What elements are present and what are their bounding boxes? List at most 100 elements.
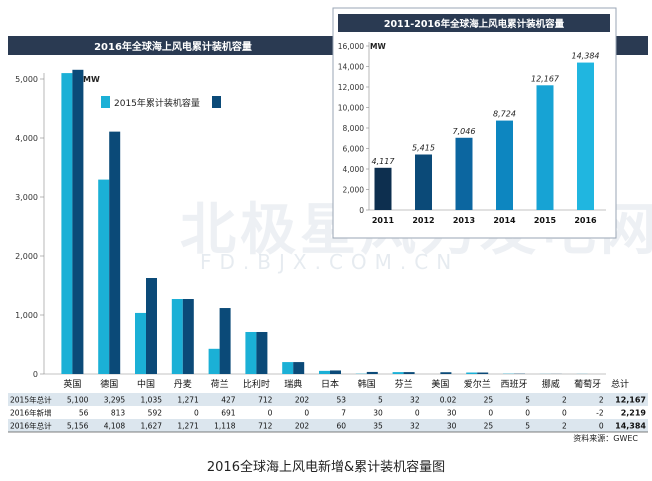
table-cell: 0 <box>194 409 199 418</box>
x-tick-label: 比利时 <box>243 378 270 390</box>
bar-2015 <box>392 372 404 374</box>
bar-2016 <box>72 69 84 375</box>
table-cell: 5 <box>378 396 383 405</box>
table-cell: 0 <box>304 409 309 418</box>
x-tick-label: 英国 <box>63 378 81 390</box>
table-cell: 813 <box>111 409 126 418</box>
table-cell: 25 <box>484 396 494 405</box>
inset-y-tick-label: 16,000 <box>338 42 364 51</box>
bar-2016 <box>146 278 157 374</box>
y-tick-label: 3,000 <box>15 193 38 202</box>
bar-2016 <box>440 372 452 374</box>
unit-label: MW <box>83 75 100 84</box>
bar-2015 <box>466 372 478 374</box>
figure-caption: 2016全球海上风电新增&累计装机容量图 <box>206 460 446 475</box>
inset-y-tick-label: 0 <box>359 206 364 215</box>
inset-data-label: 7,046 <box>453 127 476 136</box>
table-cell: 5,100 <box>67 396 89 405</box>
bar-2016 <box>403 372 415 374</box>
inset-data-label: 4,117 <box>372 157 396 166</box>
table-cell: 0 <box>525 409 530 418</box>
inset-y-tick-label: 6,000 <box>343 145 365 154</box>
bar-2015 <box>61 73 73 374</box>
table-cell: 202 <box>295 396 310 405</box>
x-tick-label: 芬兰 <box>395 378 413 390</box>
x-tick-label: 爱尔兰 <box>464 378 491 390</box>
table-cell: 30 <box>373 409 383 418</box>
table-cell: 0 <box>415 409 420 418</box>
source-note: 资料来源：GWEC <box>573 434 638 443</box>
bar-2015 <box>282 362 294 374</box>
x-tick-label: 丹麦 <box>174 378 192 390</box>
x-tick-label: 葡萄牙 <box>574 378 601 390</box>
table-cell: 1,118 <box>214 422 236 431</box>
x-tick-label: 美国 <box>431 378 449 390</box>
bar-2016 <box>109 131 121 374</box>
watermark-url: FD.BJX.COM.CN <box>200 250 460 274</box>
x-tick-label: 日本 <box>321 378 339 390</box>
table-cell: 202 <box>295 422 310 431</box>
legend-swatch-2015 <box>101 96 110 108</box>
bar-2016 <box>366 371 378 374</box>
table-cell: -2 <box>596 409 604 418</box>
table-cell: 32 <box>410 396 420 405</box>
table-cell: 0 <box>599 422 604 431</box>
x-tick-label: 瑞典 <box>284 378 302 390</box>
table-row-label: 2016年新增 <box>10 408 52 418</box>
table-row-bg <box>8 393 648 406</box>
inset-bar <box>536 85 554 210</box>
bar-2015 <box>245 331 257 374</box>
x-tick-label: 中国 <box>137 378 155 390</box>
table-cell: 30 <box>447 409 457 418</box>
x-tick-label: 韩国 <box>358 378 376 390</box>
y-tick-label: 5,000 <box>15 75 38 84</box>
inset-y-tick-label: 14,000 <box>338 63 364 72</box>
table-cell: 7 <box>341 409 346 418</box>
y-tick-label: 1,000 <box>15 311 38 320</box>
table-cell: 53 <box>336 396 346 405</box>
table-cell: 1,271 <box>177 396 199 405</box>
inset-data-label: 8,724 <box>493 110 516 119</box>
table-cell: 4,108 <box>104 422 126 431</box>
table-cell: 427 <box>221 396 236 405</box>
table-cell: 32 <box>410 422 420 431</box>
table-total-cell: 2,219 <box>621 409 647 418</box>
inset-bar <box>455 137 473 210</box>
bar-2015 <box>319 370 330 374</box>
x-tick-label: 挪威 <box>542 378 560 390</box>
inset-bar <box>496 120 513 210</box>
table-cell: 1,035 <box>141 396 163 405</box>
bar-2016 <box>293 362 305 374</box>
table-cell: 2 <box>562 396 567 405</box>
table-cell: 1,271 <box>177 422 199 431</box>
inset-x-tick-label: 2014 <box>493 216 516 225</box>
legend-label-2015: 2015年累计装机容量 <box>114 97 200 109</box>
inset-x-tick-label: 2012 <box>412 216 434 225</box>
legend-swatch-2016 <box>212 96 221 108</box>
bar-2016 <box>256 331 268 374</box>
x-tick-label: 德国 <box>100 378 118 390</box>
table-row-label: 2015年总计 <box>10 395 52 405</box>
bar-2015 <box>208 348 220 374</box>
bar-2015 <box>135 312 146 374</box>
table-cell: 35 <box>373 422 383 431</box>
table-cell: 712 <box>258 396 273 405</box>
table-cell: 0.02 <box>440 396 457 405</box>
table-total-cell: 12,167 <box>615 396 646 405</box>
x-tick-label: 荷兰 <box>211 378 229 390</box>
bar-2015 <box>98 179 110 374</box>
table-cell: 3,295 <box>104 396 126 405</box>
table-cell: 5,156 <box>67 422 89 431</box>
table-row-label: 2016年总计 <box>10 421 52 431</box>
inset-data-label: 14,384 <box>572 52 600 61</box>
y-tick-label: 0 <box>33 370 38 379</box>
inset-title: 2011-2016年全球海上风电累计装机容量 <box>384 18 565 30</box>
table-cell: 712 <box>258 422 273 431</box>
inset-title-bar <box>338 14 610 32</box>
inset-bar <box>415 154 432 210</box>
inset-data-label: 12,167 <box>531 74 560 83</box>
inset-data-label: 5,415 <box>412 143 435 152</box>
table-total-cell: 14,384 <box>615 422 646 431</box>
